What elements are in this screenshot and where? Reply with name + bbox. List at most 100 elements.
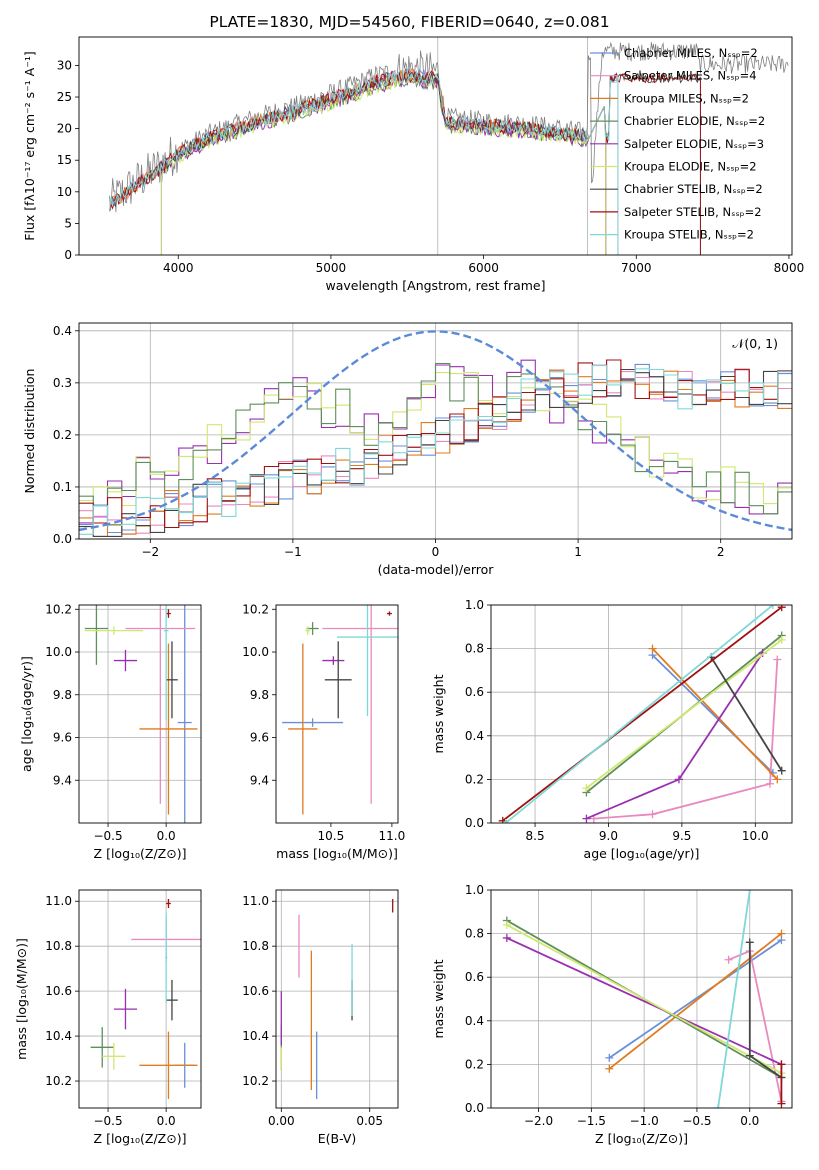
legend-entry-kroupa-elodie: Kroupa ELODIE, Nₛₛₚ=2 — [624, 160, 757, 174]
y-tick-label: 0.2 — [465, 1057, 484, 1071]
weight-marker-kroupa-elodie — [777, 635, 786, 644]
axes-frame — [275, 604, 399, 824]
y-tick-label: 0.0 — [53, 532, 72, 546]
y-tick-label: 20 — [57, 122, 72, 136]
y-tick-label: 11.0 — [242, 894, 269, 908]
x-tick-label: 10.5 — [318, 829, 345, 843]
model-line-salpeter-elodie — [160, 73, 607, 255]
legend-entry-chabrier-miles: Chabrier MILES, Nₛₛₚ=2 — [624, 46, 758, 60]
z-weight-axes: −2.0 −1.5 −1.0 −0.5 0.0 0.0 0.2 0.4 0.6 0.8 1.0 Z [… — [431, 883, 793, 1146]
x-axis-label: Z [log₁₀(Z/Z⊙)] — [94, 846, 187, 861]
y-tick-label: 0.0 — [465, 1101, 484, 1115]
weight-marker-kroupa-stelib — [501, 819, 510, 823]
x-tick-label: 8.5 — [526, 829, 545, 843]
x-axis-label: Z [log₁₀(Z/Z⊙)] — [595, 1131, 688, 1146]
weight-line-chabrier-stelib — [710, 656, 783, 772]
axes-frame — [78, 322, 793, 540]
model-line-chabrier-miles — [109, 68, 619, 255]
x-tick-label: 0.05 — [356, 1114, 383, 1128]
weight-marker-salpeter-miles — [648, 810, 657, 819]
y-tick-label: 0.4 — [53, 324, 72, 338]
weight-marker-kroupa-stelib — [745, 890, 754, 894]
residuals-axes: −2 −1 0 1 2 0.0 0.1 0.2 0.3 0.4 𝒩(0, 1) (data-model… — [22, 322, 793, 577]
y-tick-label: 0 — [64, 248, 72, 262]
x-tick-label: 10.0 — [742, 829, 769, 843]
mass-age-plot-area — [282, 605, 398, 815]
x-tick-label: −1.5 — [577, 1114, 606, 1128]
y-tick-label: 10.4 — [242, 1029, 269, 1043]
x-tick-label: −0.5 — [93, 829, 122, 843]
x-axis-label: E(B-V) — [318, 1131, 357, 1146]
x-axis-label: wavelength [Angstrom, rest frame] — [325, 278, 545, 293]
y-tick-label: 10 — [57, 185, 72, 199]
x-tick-label: 2 — [717, 545, 725, 559]
x-tick-label: 11.0 — [379, 829, 406, 843]
legend-entry-chabrier-stelib: Chabrier STELIB, Nₛₛₚ=2 — [624, 182, 763, 196]
weight-marker-chabrier-miles — [605, 1053, 614, 1062]
weight-line-salpeter-stelib — [502, 606, 783, 822]
y-tick-label: 9.4 — [250, 773, 269, 787]
y-tick-label: 0.0 — [465, 816, 484, 830]
x-tick-label: −0.5 — [682, 1114, 711, 1128]
model-line-kroupa-elodie — [160, 74, 607, 255]
legend-entry-kroupa-stelib: Kroupa STELIB, Nₛₛₚ=2 — [624, 228, 754, 242]
figure-title: PLATE=1830, MJD=54560, FIBERID=0640, z=0… — [209, 13, 610, 31]
weight-line-salpeter-miles — [728, 949, 783, 1102]
y-axis-label: mass [log₁₀(M/M⊙)] — [14, 938, 29, 1060]
histogram-step-chabrier-elodie — [79, 362, 792, 515]
weight-line-salpeter-elodie — [506, 937, 782, 1066]
x-tick-label: 7000 — [621, 261, 652, 275]
weight-marker-salpeter-elodie — [502, 933, 511, 942]
y-tick-label: 0.6 — [465, 685, 484, 699]
y-tick-label: 10.8 — [45, 939, 72, 953]
x-tick-label: −0.5 — [93, 1114, 122, 1128]
weight-marker-kroupa-stelib — [768, 605, 777, 609]
mass-age-axes: 10.5 11.0 9.4 9.6 9.8 10.0 10.2 mass [log₁₀(M/M… — [242, 602, 406, 861]
weight-line-salpeter-miles — [593, 659, 779, 820]
weight-marker-chabrier-stelib — [745, 1051, 754, 1060]
weight-line-kroupa-stelib — [717, 890, 751, 1108]
y-tick-label: 10.4 — [45, 1029, 72, 1043]
y-tick-label: 0.2 — [465, 772, 484, 786]
weight-marker-chabrier-stelib — [745, 938, 754, 947]
weight-line-kroupa-stelib — [505, 605, 774, 823]
weight-marker-kroupa-stelib — [714, 1104, 723, 1108]
y-tick-label: 10.6 — [242, 984, 269, 998]
gaussian-legend-label: 𝒩(0, 1) — [732, 336, 778, 351]
weight-marker-kroupa-miles — [648, 644, 657, 653]
weight-line-kroupa-elodie — [506, 924, 782, 1074]
weight-marker-salpeter-miles — [773, 655, 782, 664]
y-tick-label: 5 — [64, 216, 72, 230]
gaussian-reference-curve — [79, 330, 792, 532]
y-tick-label: 9.6 — [250, 731, 269, 745]
z-age-plot-area — [79, 605, 201, 823]
y-axis-label: Flux [fλ10⁻¹⁷ erg cm⁻² s⁻¹ A⁻¹] — [22, 51, 37, 240]
legend-entry-salpeter-elodie: Salpeter ELODIE, Nₛₛₚ=3 — [624, 137, 764, 151]
legend-entry-chabrier-elodie: Chabrier ELODIE, Nₛₛₚ=2 — [624, 114, 765, 128]
axes-frame — [78, 36, 793, 256]
spectrum-legend: Chabrier MILES, Nₛₛₚ=2 Salpeter MILES, Nₛ… — [590, 46, 765, 242]
y-tick-label: 11.0 — [45, 894, 72, 908]
x-tick-label: −2 — [141, 545, 159, 559]
model-line-kroupa-stelib — [109, 69, 619, 255]
axes-frame — [78, 889, 202, 1109]
ebv-mass-plot-area — [276, 890, 398, 1108]
weight-marker-salpeter-stelib — [777, 605, 786, 612]
x-tick-label: 9.0 — [599, 829, 618, 843]
x-axis-label: age [log₁₀(age/yr)] — [584, 846, 700, 861]
weight-marker-kroupa-miles — [773, 775, 782, 784]
axes-frame — [78, 604, 202, 824]
x-tick-label: 0.0 — [740, 1114, 759, 1128]
x-tick-label: 6000 — [468, 261, 499, 275]
weight-line-kroupa-miles — [608, 932, 782, 1070]
model-line-salpeter-stelib — [109, 67, 701, 255]
weight-marker-kroupa-elodie — [502, 920, 511, 929]
x-tick-label: 1 — [574, 545, 582, 559]
weight-line-kroupa-elodie — [585, 639, 783, 789]
weight-line-kroupa-miles — [651, 647, 778, 781]
x-axis-label: Z [log₁₀(Z/Z⊙)] — [94, 1131, 187, 1146]
y-tick-label: 0.3 — [53, 376, 72, 390]
y-tick-label: 10.6 — [45, 984, 72, 998]
legend-entry-salpeter-miles: Salpeter MILES, Nₛₛₚ=4 — [624, 69, 757, 83]
z-weight-plot-area — [491, 890, 792, 1108]
